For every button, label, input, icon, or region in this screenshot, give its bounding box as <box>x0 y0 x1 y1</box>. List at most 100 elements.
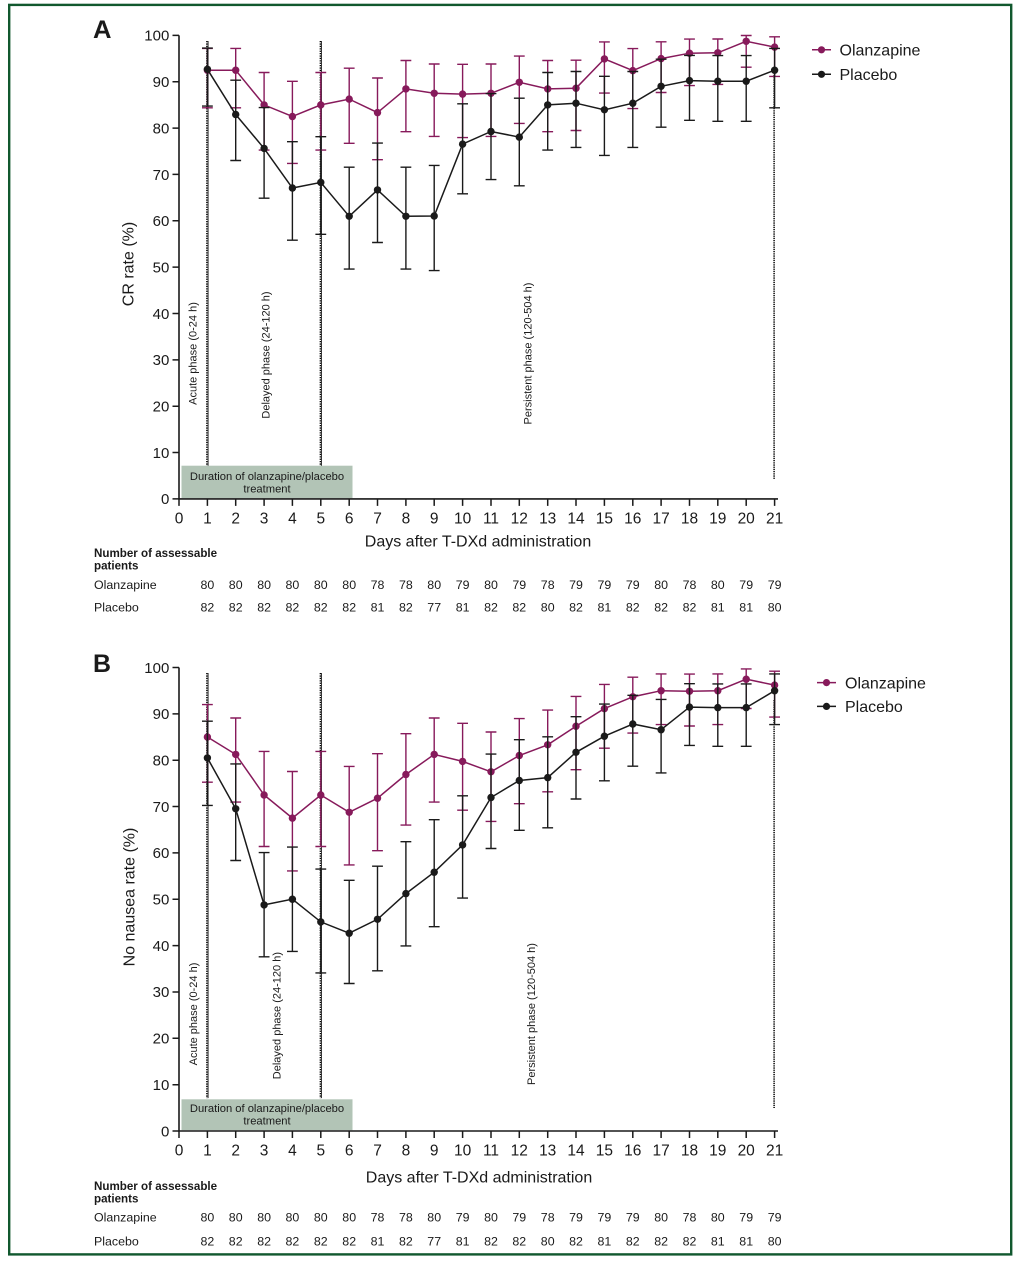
svg-text:9: 9 <box>430 510 439 527</box>
svg-text:11: 11 <box>483 1142 499 1159</box>
svg-text:81: 81 <box>456 601 470 615</box>
svg-text:A: A <box>93 16 112 44</box>
svg-text:Placebo: Placebo <box>94 1235 139 1249</box>
svg-text:Days after T-DXd administratio: Days after T-DXd administration <box>365 534 591 551</box>
svg-text:8: 8 <box>402 1142 411 1159</box>
svg-text:Olanzapine: Olanzapine <box>94 1211 157 1225</box>
svg-text:6: 6 <box>345 1142 354 1159</box>
svg-text:81: 81 <box>371 601 385 615</box>
svg-text:50: 50 <box>153 892 170 909</box>
svg-text:B: B <box>93 650 111 678</box>
svg-text:81: 81 <box>371 1235 385 1249</box>
svg-text:Placebo: Placebo <box>840 67 898 84</box>
svg-text:60: 60 <box>153 845 170 862</box>
svg-text:1: 1 <box>203 510 212 527</box>
svg-text:16: 16 <box>624 510 641 527</box>
svg-text:5: 5 <box>316 510 325 527</box>
svg-text:82: 82 <box>286 1235 300 1249</box>
svg-text:90: 90 <box>153 706 170 723</box>
svg-text:80: 80 <box>484 578 498 592</box>
svg-text:79: 79 <box>456 578 470 592</box>
svg-text:79: 79 <box>512 578 526 592</box>
svg-text:8: 8 <box>402 510 411 527</box>
svg-text:0: 0 <box>175 510 184 527</box>
svg-text:Duration of olanzapine/placebo: Duration of olanzapine/placebo <box>190 1103 344 1115</box>
svg-text:13: 13 <box>539 510 556 527</box>
svg-text:82: 82 <box>229 601 243 615</box>
svg-text:patients: patients <box>94 560 138 573</box>
svg-text:6: 6 <box>345 510 354 527</box>
svg-text:80: 80 <box>286 1211 300 1225</box>
svg-text:3: 3 <box>260 1142 269 1159</box>
svg-text:82: 82 <box>654 1235 668 1249</box>
svg-text:79: 79 <box>569 578 583 592</box>
svg-text:80: 80 <box>201 1211 215 1225</box>
svg-text:79: 79 <box>512 1211 526 1225</box>
svg-text:70: 70 <box>153 799 170 816</box>
svg-text:82: 82 <box>683 601 697 615</box>
svg-text:5: 5 <box>316 1142 325 1159</box>
svg-text:patients: patients <box>94 1193 138 1206</box>
svg-text:40: 40 <box>153 938 170 955</box>
svg-text:11: 11 <box>483 510 499 527</box>
svg-text:81: 81 <box>456 1235 470 1249</box>
svg-text:79: 79 <box>598 1211 612 1225</box>
svg-text:79: 79 <box>626 578 640 592</box>
svg-text:20: 20 <box>738 510 756 527</box>
svg-text:82: 82 <box>512 601 526 615</box>
svg-text:7: 7 <box>373 1142 382 1159</box>
svg-text:79: 79 <box>768 578 782 592</box>
svg-text:Duration of olanzapine/placebo: Duration of olanzapine/placebo <box>190 471 344 483</box>
svg-text:18: 18 <box>681 1142 698 1159</box>
svg-text:18: 18 <box>681 510 698 527</box>
svg-text:77: 77 <box>427 601 441 615</box>
svg-text:80: 80 <box>314 1211 328 1225</box>
svg-text:79: 79 <box>456 1211 470 1225</box>
svg-text:15: 15 <box>596 1142 613 1159</box>
svg-text:80: 80 <box>484 1211 498 1225</box>
svg-text:80: 80 <box>711 578 725 592</box>
svg-text:80: 80 <box>314 578 328 592</box>
svg-text:82: 82 <box>569 601 583 615</box>
svg-text:10: 10 <box>454 1142 472 1159</box>
svg-text:80: 80 <box>342 578 356 592</box>
svg-text:78: 78 <box>683 578 697 592</box>
svg-text:20: 20 <box>738 1142 756 1159</box>
svg-text:Placebo: Placebo <box>94 601 139 615</box>
svg-text:81: 81 <box>711 1235 725 1249</box>
svg-text:80: 80 <box>541 1235 555 1249</box>
svg-text:3: 3 <box>260 510 269 527</box>
svg-text:79: 79 <box>626 1211 640 1225</box>
svg-text:19: 19 <box>709 1142 726 1159</box>
svg-text:0: 0 <box>161 491 169 508</box>
svg-text:1: 1 <box>203 1142 212 1159</box>
svg-text:21: 21 <box>766 1142 783 1159</box>
svg-text:77: 77 <box>427 1235 441 1249</box>
svg-text:CR rate (%): CR rate (%) <box>121 222 138 306</box>
svg-text:82: 82 <box>569 1235 583 1249</box>
svg-text:100: 100 <box>144 28 169 45</box>
svg-text:20: 20 <box>153 399 170 416</box>
svg-text:82: 82 <box>342 601 356 615</box>
svg-text:Acute phase (0-24 h): Acute phase (0-24 h) <box>188 963 200 1066</box>
svg-text:2: 2 <box>231 510 240 527</box>
svg-text:80: 80 <box>201 578 215 592</box>
svg-text:82: 82 <box>201 601 215 615</box>
svg-text:82: 82 <box>229 1235 243 1249</box>
svg-text:10: 10 <box>153 445 170 462</box>
svg-text:81: 81 <box>598 1235 612 1249</box>
svg-text:Olanzapine: Olanzapine <box>840 43 921 60</box>
svg-text:80: 80 <box>654 578 668 592</box>
svg-text:79: 79 <box>739 578 753 592</box>
svg-text:82: 82 <box>484 601 498 615</box>
svg-text:79: 79 <box>739 1211 753 1225</box>
svg-text:100: 100 <box>144 660 169 677</box>
svg-text:Olanzapine: Olanzapine <box>845 675 926 692</box>
svg-text:15: 15 <box>596 510 613 527</box>
svg-text:78: 78 <box>683 1211 697 1225</box>
svg-text:80: 80 <box>711 1211 725 1225</box>
svg-text:80: 80 <box>654 1211 668 1225</box>
svg-text:Delayed phase (24-120 h): Delayed phase (24-120 h) <box>260 291 272 418</box>
svg-text:30: 30 <box>153 352 170 369</box>
svg-text:82: 82 <box>399 1235 413 1249</box>
